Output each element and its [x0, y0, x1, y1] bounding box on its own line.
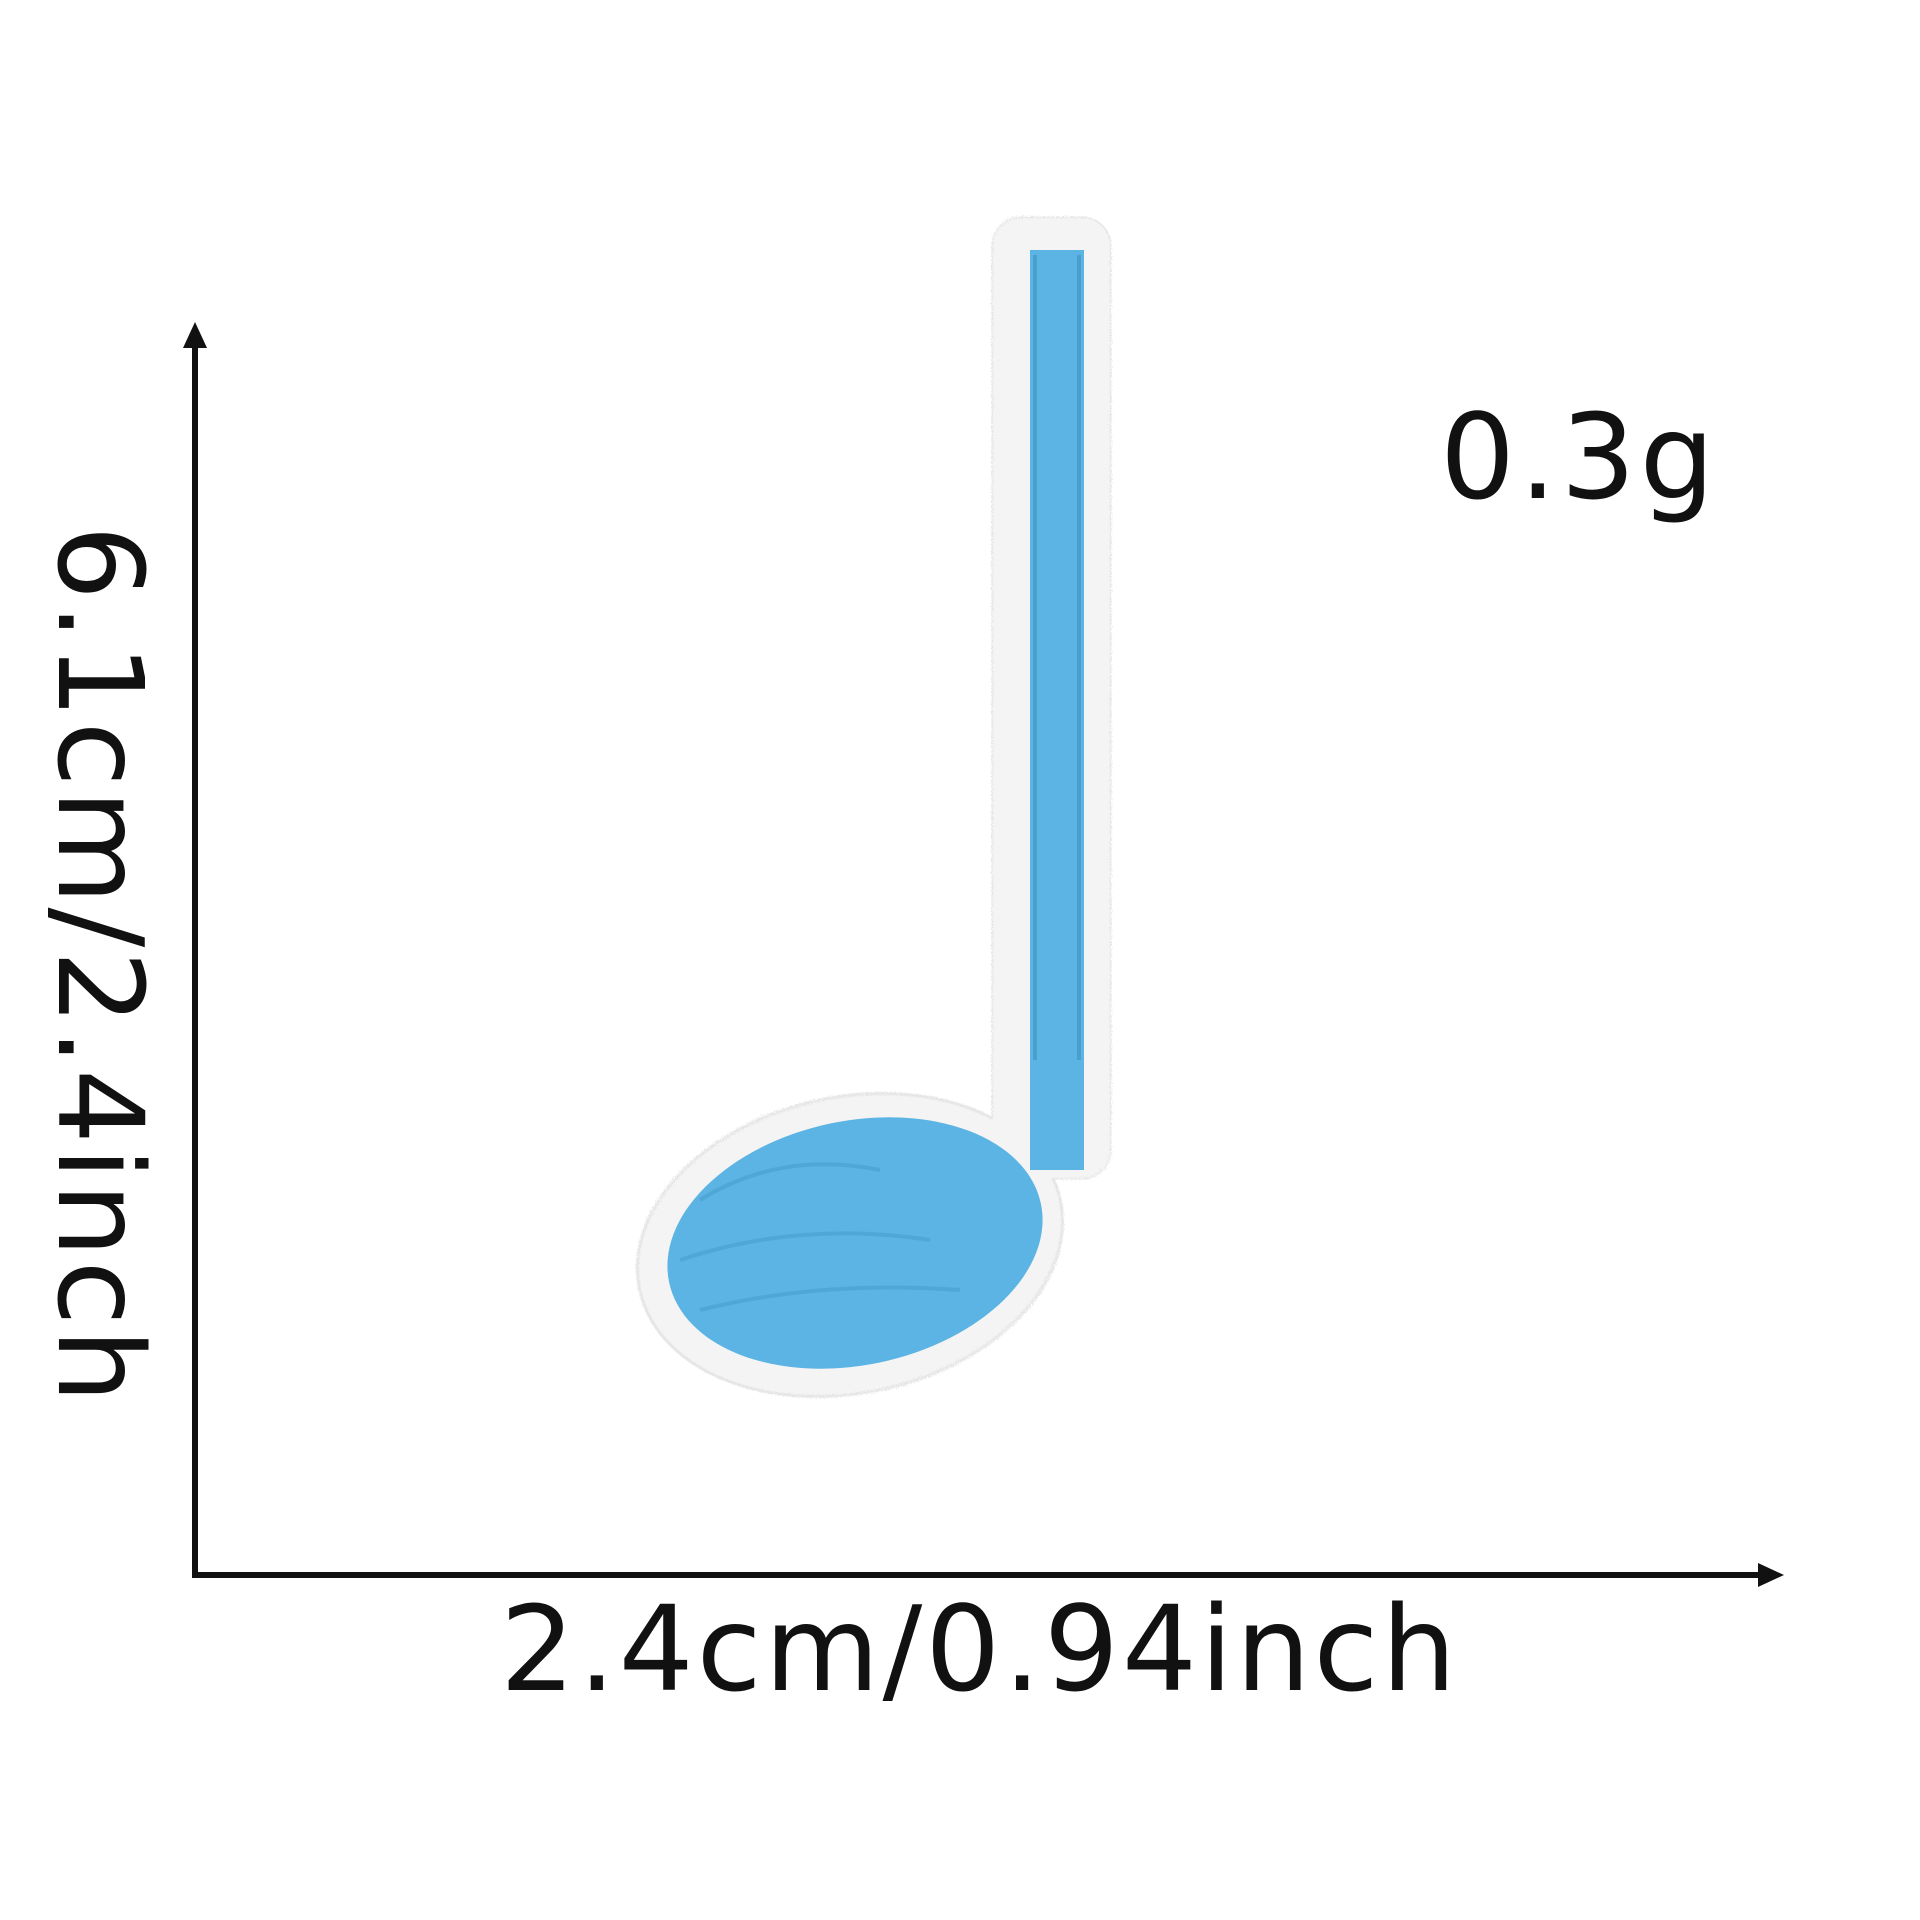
- weight-label: 0.3g: [1440, 388, 1719, 526]
- vertical-arrowhead: [183, 322, 207, 348]
- height-dimension-label: 6.1cm/2.4inch: [31, 525, 169, 1407]
- patch-embroidery: [667, 250, 1084, 1369]
- horizontal-arrowhead: [1758, 1563, 1784, 1587]
- width-dimension-label: 2.4cm/0.94inch: [500, 1580, 1460, 1718]
